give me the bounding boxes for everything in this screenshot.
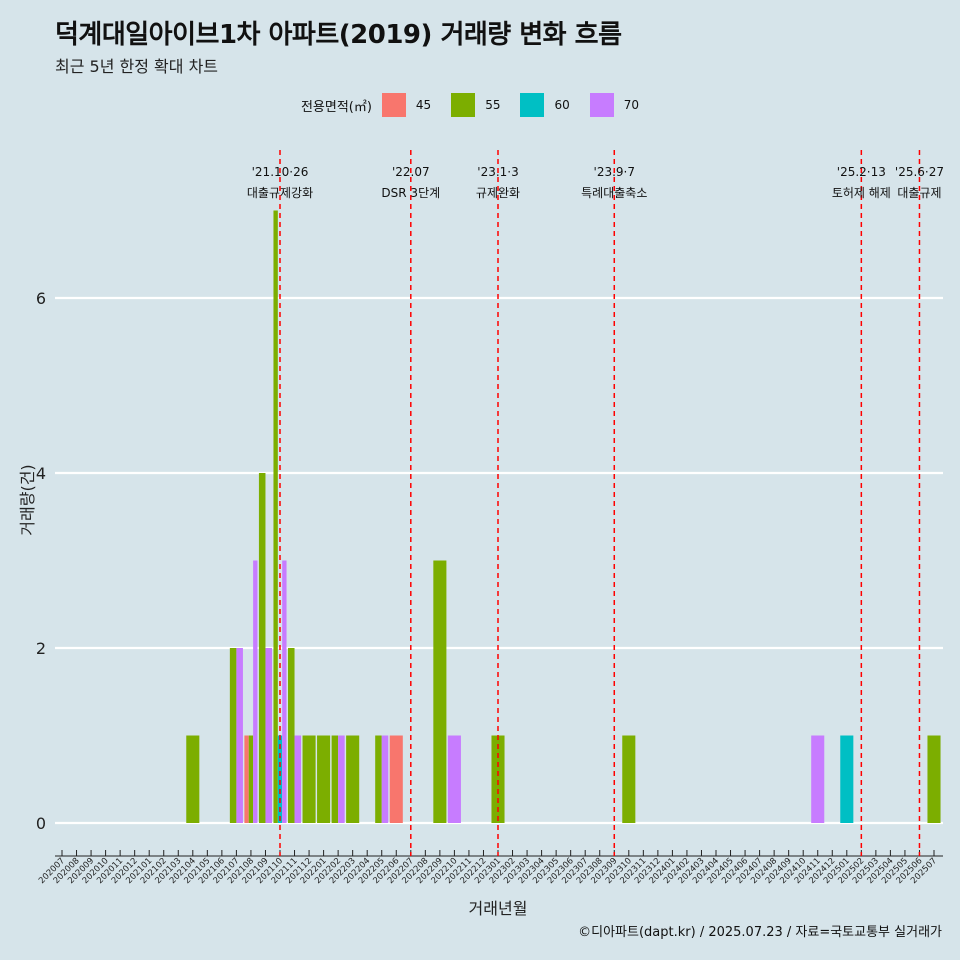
legend-swatch-60	[520, 93, 545, 117]
event-date-label: '22.07	[392, 165, 430, 179]
bar-55-202107	[229, 648, 237, 823]
legend-swatch-45	[381, 93, 406, 117]
legend-label-55: 55	[485, 98, 501, 112]
bar-55-202202	[331, 735, 339, 823]
y-tick-label: 6	[36, 289, 46, 308]
bar-55-202110	[273, 210, 278, 823]
event-date-label: '25.2·13	[837, 165, 886, 179]
event-name-label: 특례대출축소	[581, 186, 647, 200]
bar-55-202111	[287, 648, 295, 823]
bar-70-202108	[253, 560, 258, 823]
bar-45-202108	[244, 735, 249, 823]
bar-70-202202	[338, 735, 345, 823]
legend-title: 전용면적(㎡)	[300, 99, 372, 115]
legend-label-60: 60	[554, 98, 570, 112]
event-name-label: 대출규제강화	[247, 186, 313, 200]
bar-55-202507	[927, 735, 941, 823]
bar-70-202205	[381, 735, 389, 823]
event-name-label: 토허제 해제	[832, 186, 891, 200]
bar-70-202109	[265, 648, 273, 823]
bar-70-202111	[294, 735, 302, 823]
bar-70-202210	[447, 735, 461, 823]
event-name-label: 규제완화	[476, 186, 520, 200]
bar-55-202104	[186, 735, 200, 823]
legend-swatch-55	[451, 93, 476, 117]
bar-70-202411	[811, 735, 825, 823]
bar-60-202110	[277, 735, 283, 823]
bar-55-202205	[375, 735, 382, 823]
event-date-label: '23.1·3	[477, 165, 518, 179]
event-date-label: '25.6·27	[895, 165, 944, 179]
bar-55-202109	[258, 473, 266, 823]
event-date-label: '23.9·7	[594, 165, 635, 179]
bar-60-202501	[840, 735, 854, 823]
x-axis-title: 거래년월	[469, 899, 528, 918]
bar-55-202108	[248, 735, 254, 823]
bar-55-202209	[433, 560, 447, 823]
bar-70-202110	[282, 560, 287, 823]
legend: 전용면적(㎡) 45 55 60 70	[0, 93, 960, 117]
legend-label-70: 70	[623, 98, 640, 112]
bar-55-202310	[622, 735, 636, 823]
y-tick-label: 4	[36, 464, 46, 483]
source-caption: ©디아파트(dapt.kr) / 2025.07.23 / 자료=국토교통부 실…	[578, 925, 942, 940]
y-axis-title: 거래량(건)	[18, 464, 37, 535]
bar-55-202301	[491, 735, 505, 823]
y-tick-label: 2	[36, 639, 46, 658]
y-tick-label: 0	[36, 814, 46, 833]
chart-title: 덕계대일아이브1차 아파트(2019) 거래량 변화 흐름	[55, 20, 622, 50]
legend-label-45: 45	[415, 98, 432, 112]
bar-55-202201	[317, 735, 331, 823]
bar-55-202203	[346, 735, 360, 823]
chart-subtitle: 최근 5년 한정 확대 차트	[55, 57, 219, 76]
bar-70-202107	[236, 648, 243, 823]
event-name-label: DSR 3단계	[381, 186, 440, 200]
bar-55-202112	[302, 735, 316, 823]
event-name-label: 대출규제	[897, 186, 941, 200]
bar-45-202206	[389, 735, 403, 823]
legend-swatch-70	[589, 93, 614, 117]
event-date-label: '21.10·26	[252, 165, 309, 179]
